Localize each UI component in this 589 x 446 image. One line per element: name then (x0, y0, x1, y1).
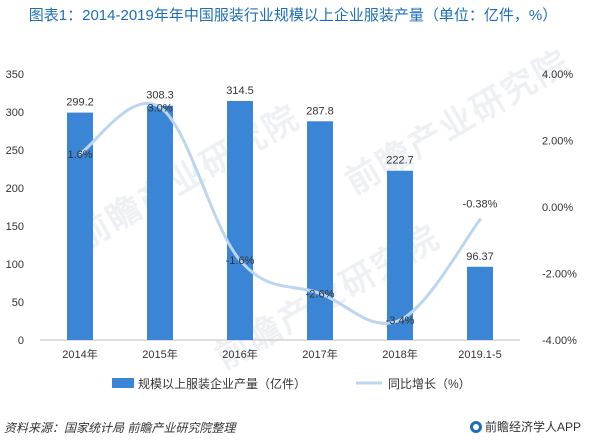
bar (67, 112, 93, 340)
growth-line (78, 102, 482, 325)
line-value-label: -3.4% (386, 315, 415, 327)
legend-line-label: 同比增长（%） (388, 377, 471, 391)
bar-value-label: 96.37 (466, 251, 494, 263)
legend: 规模以上服装企业产量（亿件） 同比增长（%） (112, 376, 471, 391)
x-tick-label: 2014年 (62, 347, 97, 361)
line-point (319, 292, 321, 294)
bar (387, 170, 413, 340)
x-tick-label: 2016年 (222, 347, 257, 361)
y-left-tick-label: 150 (6, 221, 24, 233)
axes: 0 50 100 150 200 250 300 350 -4.00% -2.00% 0.00% 2.… (6, 69, 577, 361)
bar-value-label: 314.5 (226, 85, 254, 97)
bar (307, 121, 333, 340)
y-right-tick-label: 4.00% (542, 69, 573, 81)
legend-bar-swatch (112, 378, 134, 388)
data-labels: 299.2 308.3 314.5 287.8 222.7 96.37 1.6% 3.0% -1… (66, 85, 497, 327)
bar-value-label: 222.7 (386, 155, 414, 167)
bar-series (67, 100, 493, 340)
line-point (79, 153, 81, 155)
bar (467, 266, 493, 340)
line-value-label: -2.6% (306, 288, 335, 300)
bar-value-label: 299.2 (66, 97, 94, 109)
line-point (399, 319, 401, 321)
y-left-tick-label: 350 (6, 69, 24, 81)
x-tick-label: 2017年 (302, 347, 337, 361)
bar (147, 105, 173, 340)
line-point (159, 106, 161, 108)
source-note: 资料来源：国家统计局 前瞻产业研究院整理 (4, 421, 236, 435)
line-value-label: -1.6% (226, 255, 255, 267)
line-value-label: 1.6% (67, 149, 92, 161)
line-value-label: -0.38% (463, 199, 498, 211)
x-tick-label: 2019.1-5 (458, 349, 501, 361)
legend-bar-label: 规模以上服装企业产量（亿件） (138, 376, 306, 391)
y-left-tick-label: 250 (6, 145, 24, 157)
brand-footer: 前瞻经济学人APP (469, 418, 581, 435)
brand-logo-icon (469, 420, 482, 433)
line-point (479, 219, 481, 221)
bar-value-label: 287.8 (306, 105, 334, 117)
y-left-tick-label: 200 (6, 183, 24, 195)
y-right-tick-label: -2.00% (542, 269, 577, 281)
line-series (78, 102, 482, 325)
y-left-tick-label: 300 (6, 107, 24, 119)
x-tick-label: 2015年 (142, 347, 177, 361)
line-point (239, 259, 241, 261)
chart-title: 图表1：2014-2019年年中国服装行业规模以上企业服装产量（单位：亿件，%） (28, 7, 558, 24)
y-left-tick-label: 100 (6, 259, 24, 271)
x-tick-label: 2018年 (382, 347, 417, 361)
y-right-tick-label: 0.00% (542, 202, 573, 214)
y-right-tick-label: -4.00% (542, 335, 577, 347)
line-value-label: 3.0% (147, 102, 172, 114)
bar (227, 100, 253, 340)
y-left-tick-label: 50 (12, 297, 24, 309)
y-right-tick-label: 2.00% (542, 136, 573, 148)
bar-value-label: 308.3 (146, 90, 174, 102)
brand-name: 前瞻经济学人APP (484, 420, 581, 434)
y-left-tick-label: 0 (18, 335, 24, 347)
